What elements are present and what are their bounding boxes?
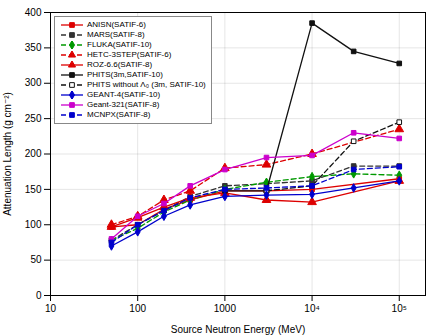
svg-text:50: 50 [30,254,42,265]
html-text:FLUKA(SATIF-10): FLUKA(SATIF-10) [87,40,152,49]
svg-text:100: 100 [129,303,146,314]
svg-text:100: 100 [25,219,42,230]
html-text:PHITS(3m,SATIF-10): PHITS(3m,SATIF-10) [87,70,163,79]
html-text:HETC-3STEP(SATIF-6): HETC-3STEP(SATIF-6) [87,50,172,59]
svg-text:200: 200 [25,148,42,159]
html-text:MCNPX(SATIF-8): MCNPX(SATIF-8) [87,110,151,119]
svg-text:150: 150 [25,184,42,195]
svg-text:300: 300 [25,77,42,88]
svg-text:Source Neutron Energy (MeV): Source Neutron Energy (MeV) [171,324,306,335]
svg-text:10⁴: 10⁴ [304,303,319,314]
html-text:ANISN(SATIF-6): ANISN(SATIF-6) [87,20,146,29]
html-text:ROZ-6.6(SATIF-8): ROZ-6.6(SATIF-8) [87,60,153,69]
html-text:MARS(SATIF-8): MARS(SATIF-8) [87,30,145,39]
svg-text:400: 400 [25,7,42,18]
svg-text:10: 10 [45,303,57,314]
html-text:Geant-321(SATIF-8): Geant-321(SATIF-8) [87,100,160,109]
html-text:PHITS without Λ₀ (3m, SATIF-10: PHITS without Λ₀ (3m, SATIF-10) [87,80,206,89]
svg-text:350: 350 [25,42,42,53]
svg-text:0: 0 [36,290,42,301]
svg-text:1000: 1000 [214,303,237,314]
svg-text:250: 250 [25,113,42,124]
svg-text:Attenuation Length (g cm⁻²): Attenuation Length (g cm⁻²) [2,92,13,216]
svg-text:10⁵: 10⁵ [392,303,407,314]
html-text:GEANT-4(SATIF-10): GEANT-4(SATIF-10) [87,90,161,99]
